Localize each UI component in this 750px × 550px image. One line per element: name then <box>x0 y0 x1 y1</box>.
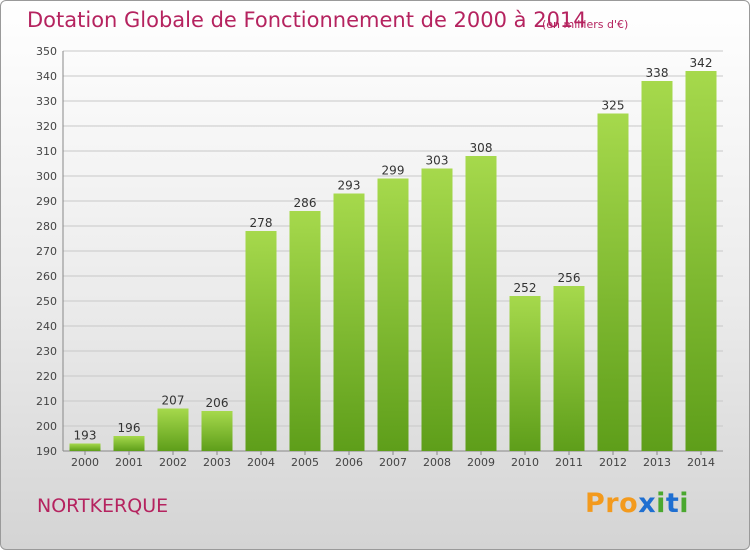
x-tick-label: 2008 <box>423 456 451 469</box>
bar-value-labels: 193 196 207 206 278 286 293 299 303 308 252 256 325 3… <box>74 56 713 443</box>
x-tick-label: 2007 <box>379 456 407 469</box>
logo-letter: P <box>585 488 606 519</box>
bar <box>113 436 145 451</box>
x-tick-labels: 2000 2001 2002 2003 2004 2005 2006 2007 2008 2009… <box>71 451 715 469</box>
bar <box>69 443 101 451</box>
y-tick-label: 220 <box>36 370 57 383</box>
bar-value-label: 299 <box>382 164 405 178</box>
x-tick-label: 2006 <box>335 456 363 469</box>
bar-value-label: 286 <box>294 196 317 210</box>
logo-letter: x <box>638 488 657 519</box>
x-tick-label: 2009 <box>467 456 495 469</box>
y-tick-label: 210 <box>36 395 57 408</box>
y-tick-label: 230 <box>36 345 57 358</box>
y-tick-label: 270 <box>36 245 57 258</box>
x-tick-label: 2010 <box>511 456 539 469</box>
bar-value-label: 252 <box>514 281 537 295</box>
y-tick-labels: 190 200 210 220 230 240 250 260 270 280 290 300 310 3… <box>36 45 57 458</box>
bar-value-label: 206 <box>206 396 229 410</box>
bar-value-label: 325 <box>602 99 625 113</box>
bar <box>201 411 233 451</box>
bar <box>289 211 321 451</box>
y-tick-label: 290 <box>36 195 57 208</box>
bar <box>641 81 673 451</box>
bars <box>69 71 717 451</box>
y-tick-label: 240 <box>36 320 57 333</box>
bar <box>377 178 409 451</box>
bar-value-label: 256 <box>558 271 581 285</box>
x-tick-label: 2004 <box>247 456 275 469</box>
bar-value-label: 278 <box>250 216 273 230</box>
logo-letter: t <box>665 488 680 519</box>
chart-title: Dotation Globale de Fonctionnement de 20… <box>27 8 587 32</box>
y-tick-label: 200 <box>36 420 57 433</box>
y-tick-label: 340 <box>36 70 57 83</box>
bar <box>421 168 453 451</box>
y-tick-label: 300 <box>36 170 57 183</box>
bar <box>245 231 277 451</box>
bar-value-label: 308 <box>470 141 493 155</box>
x-tick-label: 2011 <box>555 456 583 469</box>
logo-letter: i <box>679 488 690 519</box>
y-tick-label: 260 <box>36 270 57 283</box>
x-tick-label: 2005 <box>291 456 319 469</box>
y-tick-label: 320 <box>36 120 57 133</box>
proxiti-logo[interactable]: Proxiti <box>585 488 689 519</box>
bar-value-label: 338 <box>646 66 669 80</box>
x-tick-label: 2014 <box>687 456 715 469</box>
bar-value-label: 193 <box>74 429 97 443</box>
bar-value-label: 293 <box>338 179 361 193</box>
y-tick-label: 310 <box>36 145 57 158</box>
x-tick-label: 2013 <box>643 456 671 469</box>
y-tick-label: 190 <box>36 445 57 458</box>
x-tick-label: 2000 <box>71 456 99 469</box>
bar <box>597 113 629 451</box>
y-tick-label: 250 <box>36 295 57 308</box>
x-tick-label: 2003 <box>203 456 231 469</box>
chart-unit-note: (en milliers d'€) <box>542 18 629 31</box>
logo-letter: o <box>619 488 639 519</box>
commune-name: NORTKERQUE <box>37 495 169 517</box>
bar-value-label: 207 <box>162 394 185 408</box>
y-tick-label: 330 <box>36 95 57 108</box>
bar-value-label: 196 <box>118 421 141 435</box>
bar <box>465 156 497 451</box>
bar-value-label: 303 <box>426 154 449 168</box>
bar <box>157 408 189 451</box>
x-tick-label: 2001 <box>115 456 143 469</box>
y-tick-label: 280 <box>36 220 57 233</box>
logo-letter: i <box>656 488 666 519</box>
x-tick-label: 2012 <box>599 456 627 469</box>
bar-value-label: 342 <box>690 56 713 70</box>
bar <box>509 296 541 451</box>
x-tick-label: 2002 <box>159 456 187 469</box>
bar <box>333 193 365 451</box>
bar <box>553 286 585 451</box>
y-tick-label: 350 <box>36 45 57 58</box>
logo-letter: r <box>605 488 620 519</box>
bar <box>685 71 717 451</box>
